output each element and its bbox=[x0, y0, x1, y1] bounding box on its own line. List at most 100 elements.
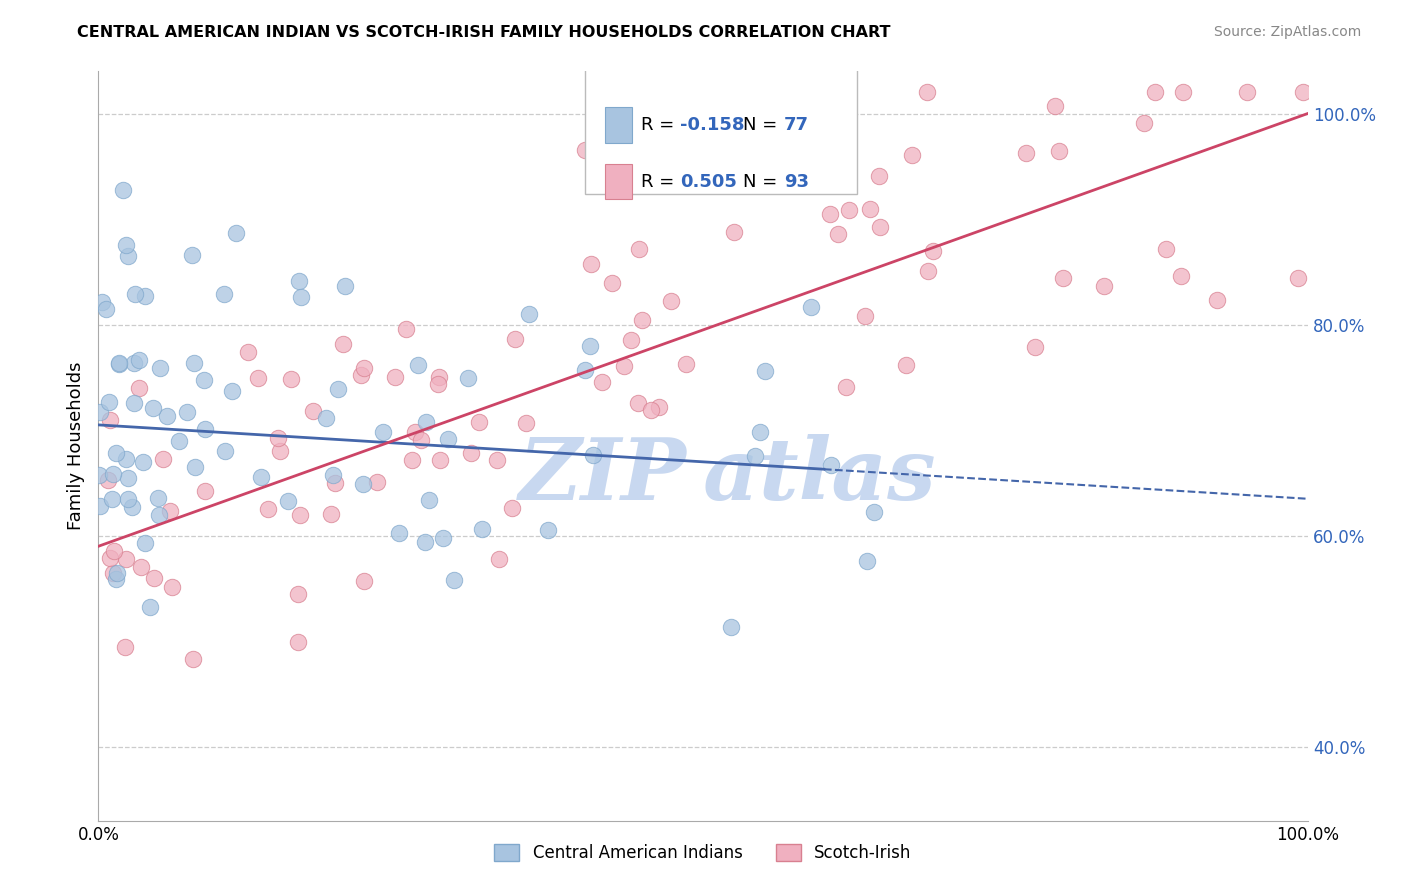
Point bbox=[225, 226, 247, 240]
Point bbox=[413, 535, 436, 549]
Point bbox=[488, 552, 510, 566]
Point bbox=[917, 86, 939, 100]
Point bbox=[176, 405, 198, 419]
Point bbox=[582, 448, 605, 462]
Point bbox=[326, 383, 349, 397]
Point bbox=[648, 400, 671, 414]
Point bbox=[287, 274, 309, 288]
Point bbox=[630, 312, 652, 326]
Point bbox=[352, 477, 374, 491]
Point bbox=[221, 384, 243, 398]
Text: N =: N = bbox=[742, 116, 783, 135]
Bar bbox=[605, 163, 631, 200]
Point bbox=[287, 634, 309, 648]
Point bbox=[87, 468, 110, 483]
Text: -0.158: -0.158 bbox=[681, 116, 745, 135]
Text: CENTRAL AMERICAN INDIAN VS SCOTCH-IRISH FAMILY HOUSEHOLDS CORRELATION CHART: CENTRAL AMERICAN INDIAN VS SCOTCH-IRISH … bbox=[77, 25, 891, 40]
Point bbox=[578, 339, 600, 353]
Point bbox=[853, 310, 876, 324]
Point bbox=[627, 396, 650, 410]
Point bbox=[290, 290, 312, 304]
Point bbox=[1144, 86, 1167, 100]
Point bbox=[146, 491, 169, 506]
Point bbox=[121, 500, 143, 515]
Point bbox=[280, 371, 302, 385]
Point bbox=[101, 566, 124, 580]
Point bbox=[808, 131, 831, 145]
Text: R =: R = bbox=[641, 172, 681, 191]
Bar bbox=[605, 107, 631, 144]
Point bbox=[835, 380, 858, 394]
Point bbox=[620, 333, 643, 347]
Point bbox=[1170, 268, 1192, 283]
Point bbox=[429, 370, 451, 384]
Point bbox=[858, 202, 880, 217]
Point bbox=[922, 244, 945, 259]
Legend: Central American Indians, Scotch-Irish: Central American Indians, Scotch-Irish bbox=[488, 837, 918, 869]
Point bbox=[574, 143, 596, 157]
Point bbox=[600, 276, 623, 290]
Point bbox=[333, 278, 356, 293]
Point bbox=[700, 173, 723, 187]
Text: Source: ZipAtlas.com: Source: ZipAtlas.com bbox=[1213, 25, 1361, 39]
Point bbox=[1133, 116, 1156, 130]
Point bbox=[287, 587, 309, 601]
Point bbox=[148, 508, 170, 522]
Point bbox=[388, 526, 411, 541]
Point bbox=[350, 368, 373, 382]
Point bbox=[855, 554, 877, 568]
Point bbox=[128, 381, 150, 395]
Point bbox=[114, 452, 136, 467]
Point bbox=[180, 247, 202, 261]
Point bbox=[105, 572, 128, 586]
Point bbox=[868, 169, 890, 183]
Point bbox=[384, 369, 406, 384]
Y-axis label: Family Households: Family Households bbox=[67, 362, 86, 530]
Point bbox=[94, 302, 117, 317]
Point bbox=[143, 571, 166, 585]
Point bbox=[744, 450, 766, 464]
Point bbox=[591, 375, 613, 389]
Point bbox=[659, 294, 682, 309]
Point bbox=[917, 264, 939, 278]
Point bbox=[437, 432, 460, 446]
Point bbox=[134, 536, 156, 550]
Point bbox=[485, 452, 508, 467]
Point bbox=[427, 377, 450, 392]
Point bbox=[429, 453, 451, 467]
Point bbox=[108, 357, 131, 371]
Point bbox=[139, 599, 162, 614]
Point bbox=[155, 409, 177, 424]
Text: ZIP atlas: ZIP atlas bbox=[519, 434, 936, 517]
Point bbox=[720, 620, 742, 634]
Point bbox=[1286, 270, 1309, 285]
Point bbox=[98, 550, 121, 565]
Point bbox=[432, 531, 454, 545]
Text: R =: R = bbox=[641, 116, 681, 135]
Point bbox=[723, 225, 745, 239]
Point bbox=[98, 395, 121, 409]
Point bbox=[101, 491, 124, 506]
Point bbox=[827, 227, 849, 241]
Text: N =: N = bbox=[742, 172, 783, 191]
Point bbox=[332, 337, 354, 351]
Point bbox=[89, 405, 111, 419]
Point bbox=[353, 361, 375, 376]
Point bbox=[124, 287, 146, 301]
Point bbox=[114, 640, 136, 655]
Point bbox=[107, 566, 129, 580]
Point bbox=[366, 475, 388, 489]
Point bbox=[468, 415, 491, 429]
Point bbox=[395, 322, 418, 336]
Point bbox=[517, 307, 540, 321]
Point bbox=[269, 443, 291, 458]
Point bbox=[409, 434, 432, 448]
Point bbox=[193, 373, 215, 387]
Point bbox=[115, 237, 138, 252]
Point bbox=[98, 413, 121, 427]
Point bbox=[1236, 86, 1258, 100]
Point bbox=[1171, 86, 1194, 100]
Point bbox=[457, 371, 479, 385]
Point bbox=[142, 401, 165, 415]
Point bbox=[322, 467, 344, 482]
